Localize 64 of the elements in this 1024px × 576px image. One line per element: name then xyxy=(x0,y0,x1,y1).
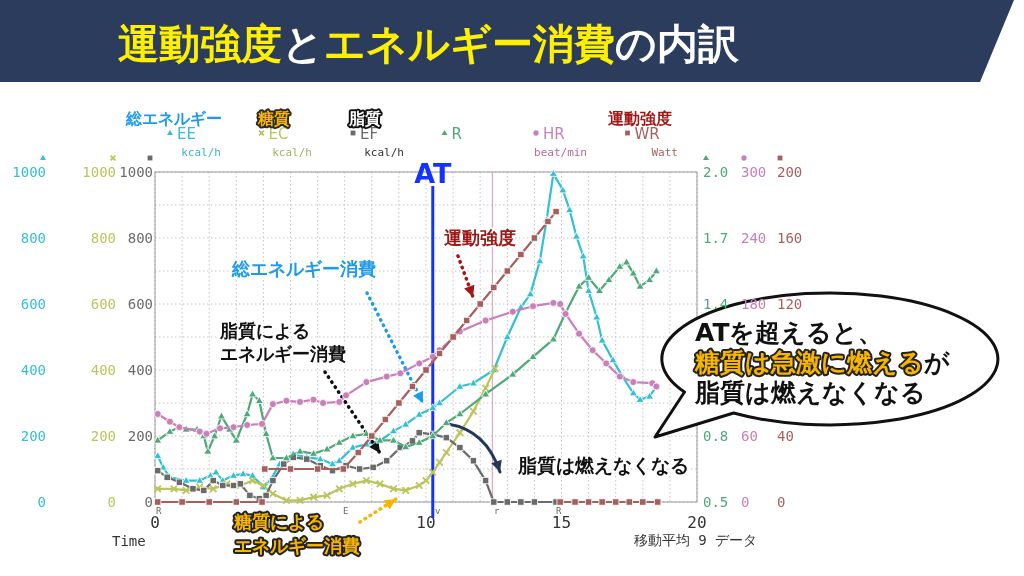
y3-tick-label: 200 xyxy=(20,428,46,444)
text: E xyxy=(343,506,349,516)
legend-label: WR xyxy=(634,125,660,143)
annotation: 総エネルギー消費 xyxy=(231,258,376,279)
text: kcal/h xyxy=(364,146,404,159)
annotation: 脂質によるエネルギー消費 xyxy=(219,320,346,364)
y2-tick-label: 200 xyxy=(127,428,153,444)
y-tick-label: 1.7 xyxy=(703,230,729,246)
y-tick-label: 0.8 xyxy=(703,428,729,444)
text: R xyxy=(156,506,162,516)
text: v xyxy=(435,506,441,516)
text: 総エネルギー xyxy=(125,109,222,128)
y-tick-label: 600 xyxy=(90,296,116,312)
ref-line-label: AT xyxy=(414,158,452,189)
y2-tick-label: 0 xyxy=(741,494,750,510)
x-tick-label: 15 xyxy=(551,513,572,532)
legend-label: EE xyxy=(177,125,196,143)
x-tick-label: 0 xyxy=(150,513,160,532)
y-tick-label: 200 xyxy=(90,428,116,444)
y-tick-label: 2.0 xyxy=(703,164,729,180)
text: 運動強度 xyxy=(607,109,672,128)
text: r xyxy=(494,506,500,516)
y2-tick-label: 0 xyxy=(144,494,153,510)
y2-tick-label: 300 xyxy=(741,164,767,180)
text: beat/min xyxy=(534,146,587,159)
annotation: 脂質は燃えなくなる xyxy=(516,454,689,476)
y-tick-label: 400 xyxy=(90,362,116,378)
y3-tick-label: 40 xyxy=(777,428,794,444)
text: Watt xyxy=(651,146,678,159)
y-tick-label: 0 xyxy=(107,494,116,510)
axis-y: 0 200 400 600 800 1000 xyxy=(12,154,46,510)
y2-tick-label: 180 xyxy=(741,296,767,312)
chart-title: 運動強度とエネルギー消費の内訳 xyxy=(118,20,740,68)
x-tick-label: 10 xyxy=(416,513,436,532)
axis-y2: 0 200 400 600 800 1000 xyxy=(82,154,117,510)
y-tick-label: 1.4 xyxy=(703,296,729,312)
x-axis-title: Time xyxy=(112,533,146,549)
text: kcal/h xyxy=(181,146,221,159)
y3-tick-label: 160 xyxy=(777,230,803,246)
y2-tick-label: 600 xyxy=(127,296,153,312)
y3-tick-label: 1000 xyxy=(12,164,46,180)
text: kcal/h xyxy=(272,146,312,159)
text: 移動平均 9 データ xyxy=(633,532,757,548)
y2-tick-label: 240 xyxy=(741,230,767,246)
y3-tick-label: 0 xyxy=(37,494,46,510)
axis-y3: 0 200 400 600 800 1000 xyxy=(119,155,153,510)
annotation: 運動強度 xyxy=(443,227,516,248)
y-tick-label: 1000 xyxy=(82,164,116,180)
y2-tick-label: 400 xyxy=(127,362,153,378)
x-tick-label: 20 xyxy=(687,513,707,532)
text: R xyxy=(556,506,562,516)
y3-tick-label: 600 xyxy=(20,296,46,312)
y3-tick-label: 120 xyxy=(777,296,803,312)
y3-tick-label: 0 xyxy=(777,494,786,510)
y2-tick-label: 60 xyxy=(741,428,758,444)
legend-label: R xyxy=(451,125,462,143)
y3-tick-label: 400 xyxy=(20,362,46,378)
y3-tick-label: 200 xyxy=(777,164,803,180)
y-tick-label: 0.5 xyxy=(703,494,729,510)
y2-tick-label: 1000 xyxy=(119,164,153,180)
y2-tick-label: 800 xyxy=(127,230,153,246)
annotation: ATを超えると、糖質は急激に燃えるが脂質は燃えなくなる xyxy=(694,318,950,407)
y-tick-label: 800 xyxy=(90,230,116,246)
y3-tick-label: 800 xyxy=(20,230,46,246)
